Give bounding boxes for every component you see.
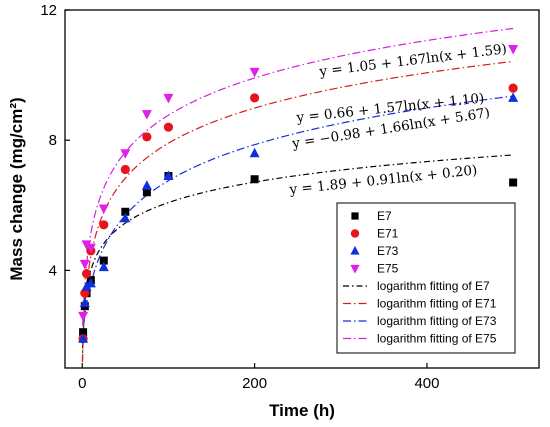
data-point-e75 [85,243,96,254]
y-axis-title: Mass change (mg/cm²) [7,97,26,280]
data-point-e75 [120,149,131,159]
legend-label-e75: E75 [377,262,399,276]
fit-equation-e7: y = 1.89 + 0.91ln(x + 0.20) [288,162,478,198]
equation-labels-group: y = 1.89 + 0.91ln(x + 0.20)y = 0.66 + 1.… [288,41,508,198]
data-point-e7 [509,178,518,187]
data-point-e7 [99,256,108,265]
x-axis-title: Time (h) [269,401,335,420]
legend-label-e7: E7 [377,209,392,223]
legend-label-e71: E71 [377,227,399,241]
y-tick-label: 8 [49,132,57,149]
data-points-group [78,45,519,344]
y-tick-label: 4 [49,262,57,279]
data-point-e73 [141,180,152,190]
legend-box [336,202,516,354]
plot-frame [64,9,540,369]
data-point-e75 [98,204,109,215]
x-tick-label: 400 [414,375,439,392]
data-point-e75 [79,259,90,270]
data-point-e73 [163,170,174,180]
data-point-e73 [249,147,260,158]
data-point-e7 [142,188,151,197]
data-point-e75 [163,93,174,104]
data-point-e73 [79,297,90,307]
fit-curves-group [81,27,514,363]
fit-curve-e71 [81,60,514,363]
data-point-e71 [120,164,130,175]
legend-marker-e73 [350,245,360,255]
fit-equation-e75: y = 1.05 + 1.67ln(x + 1.59) [318,41,508,80]
data-point-e73 [78,333,89,343]
data-point-e71 [80,288,90,298]
fit-curve-e7 [81,154,514,363]
fit-curve-e75 [81,27,514,342]
data-point-e75 [249,67,260,78]
data-point-e75 [141,110,152,120]
data-point-e73 [508,92,519,102]
data-point-e71 [250,93,260,103]
legend: E7 E71 E73 E75 logarithm fitting of E7 logari… [336,202,516,354]
axis-ticks-group: 0 200 400 4 8 12 [40,2,439,392]
fit-curve-e73 [81,95,514,339]
data-point-e71 [142,132,152,142]
legend-fit-label-e71: logarithm fitting of E71 [377,297,497,311]
data-point-e73 [81,281,92,291]
legend-label-e73: E73 [377,244,399,258]
data-point-e71 [163,122,174,132]
legend-fit-label-e75: logarithm fitting of E75 [377,332,497,346]
legend-marker-e7 [351,212,359,220]
data-point-e7 [121,207,130,216]
data-point-e73 [85,277,96,288]
legend-marker-e71 [350,229,360,238]
data-point-e71 [99,220,109,230]
data-point-e71 [508,83,518,93]
x-tick-label: 200 [242,375,267,392]
data-point-e73 [120,212,131,223]
legend-fit-label-e73: logarithm fitting of E73 [377,314,497,328]
x-tick-label: 0 [78,375,86,392]
y-tick-label: 12 [40,2,57,19]
data-point-e75 [78,311,89,322]
data-point-e75 [508,45,519,55]
data-point-e7 [79,328,88,337]
data-point-e7 [250,175,259,184]
legend-fit-label-e7: logarithm fitting of E7 [377,279,490,293]
data-point-e71 [81,269,92,279]
data-point-e75 [81,240,92,250]
data-point-e73 [98,261,109,272]
legend-marker-e75 [350,264,360,274]
